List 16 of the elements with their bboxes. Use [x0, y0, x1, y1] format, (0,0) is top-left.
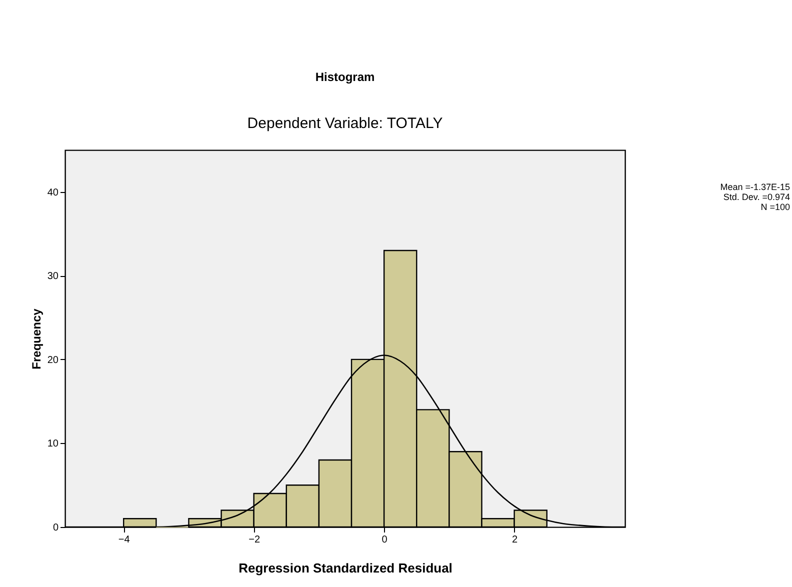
y-tick-label: 20 — [47, 354, 59, 366]
x-axis-title: Regression Standardized Residual — [238, 560, 452, 576]
text: Std. Dev. =0.974 — [723, 192, 790, 202]
y-tick-label: 0 — [52, 522, 59, 534]
chart-subtitle: Dependent Variable: TOTALY — [247, 115, 443, 132]
x-tick-label: 0 — [382, 534, 388, 546]
y-tick-label: 10 — [47, 438, 59, 450]
x-tick-label: −2 — [248, 534, 260, 546]
y-tick-label: 40 — [47, 187, 59, 198]
text: Mean =-1.37E-15 — [720, 182, 790, 192]
y-axis-title: Frequency — [29, 308, 44, 370]
x-tick-label: −4 — [118, 534, 130, 546]
chart-title: Histogram — [315, 70, 375, 84]
x-tick-label: 2 — [512, 534, 518, 546]
text: N =100 — [760, 202, 790, 212]
y-tick-label: 30 — [47, 271, 59, 282]
